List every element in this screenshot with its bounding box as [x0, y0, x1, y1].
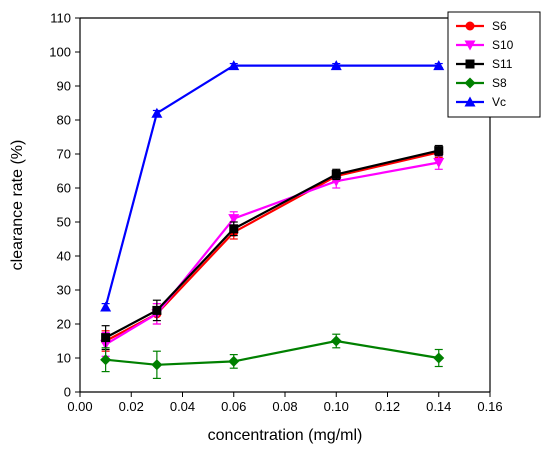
y-tick-label: 100 — [49, 45, 71, 60]
x-tick-label: 0.00 — [67, 399, 92, 414]
legend-label-s11: S11 — [492, 57, 513, 71]
y-tick-label: 40 — [57, 249, 71, 264]
data-point-s11 — [331, 169, 341, 179]
y-tick-label: 70 — [57, 147, 71, 162]
x-axis-title: concentration (mg/ml) — [208, 427, 363, 444]
x-tick-label: 0.12 — [375, 399, 400, 414]
y-tick-label: 50 — [57, 215, 71, 230]
legend-marker-vc — [464, 96, 476, 107]
series-s11 — [101, 144, 444, 351]
data-point-s11 — [434, 146, 444, 156]
series-line-vc — [104, 64, 439, 308]
x-tick-label: 0.06 — [221, 399, 246, 414]
data-point-vc — [433, 60, 445, 71]
y-tick-label: 110 — [50, 11, 71, 26]
data-point-vc — [100, 301, 112, 312]
y-tick-label: 20 — [57, 317, 71, 332]
data-point-s11 — [229, 224, 239, 234]
axes: 0.00 0.02 0.04 0.06 0.08 0.10 0.12 0.14 0.16 0 10 2… — [49, 11, 502, 415]
x-tick-label: 0.02 — [119, 399, 144, 414]
data-point-s10 — [228, 214, 240, 225]
data-point-s8 — [330, 335, 342, 347]
data-point-s11 — [152, 305, 162, 315]
data-point-s8 — [100, 354, 112, 366]
data-point-s10 — [433, 158, 445, 168]
y-tick-label: 80 — [57, 113, 71, 128]
x-tick-label: 0.08 — [272, 399, 297, 414]
x-tick-label: 0.14 — [426, 399, 451, 414]
data-point-vc — [151, 107, 163, 118]
series-vc — [100, 60, 445, 312]
x-tick-label: 0.16 — [477, 399, 502, 414]
legend-marker-s6 — [465, 21, 475, 31]
legend: S6 S10 S11 S8 Vc — [447, 11, 541, 118]
y-tick-label: 90 — [57, 79, 71, 94]
series-s10 — [100, 155, 445, 357]
y-tick-label: 0 — [64, 385, 71, 400]
data-point-s8 — [228, 355, 240, 367]
data-point-s11 — [101, 333, 111, 343]
data-point-s8 — [151, 359, 163, 371]
data-point-s8 — [433, 352, 445, 364]
y-tick-label: 10 — [57, 351, 71, 366]
legend-marker-s10 — [464, 40, 476, 51]
x-tick-label: 0.10 — [324, 399, 349, 414]
data-point-vc — [228, 60, 240, 71]
legend-label-vc: Vc — [492, 95, 506, 109]
legend-label-s10: S10 — [492, 38, 514, 52]
x-tick-label: 0.04 — [170, 399, 195, 414]
legend-marker-s11 — [465, 59, 475, 69]
legend-marker-s8 — [464, 77, 476, 89]
y-tick-label: 30 — [57, 283, 71, 298]
legend-label-s6: S6 — [492, 19, 507, 33]
series-s8 — [100, 333, 445, 379]
plot-area — [100, 60, 445, 379]
y-tick-label: 60 — [57, 181, 71, 196]
legend-label-s8: S8 — [492, 76, 507, 90]
y-axis-title: clearance rate (%) — [9, 140, 26, 271]
series-s6 — [101, 146, 444, 352]
data-point-vc — [330, 60, 342, 71]
